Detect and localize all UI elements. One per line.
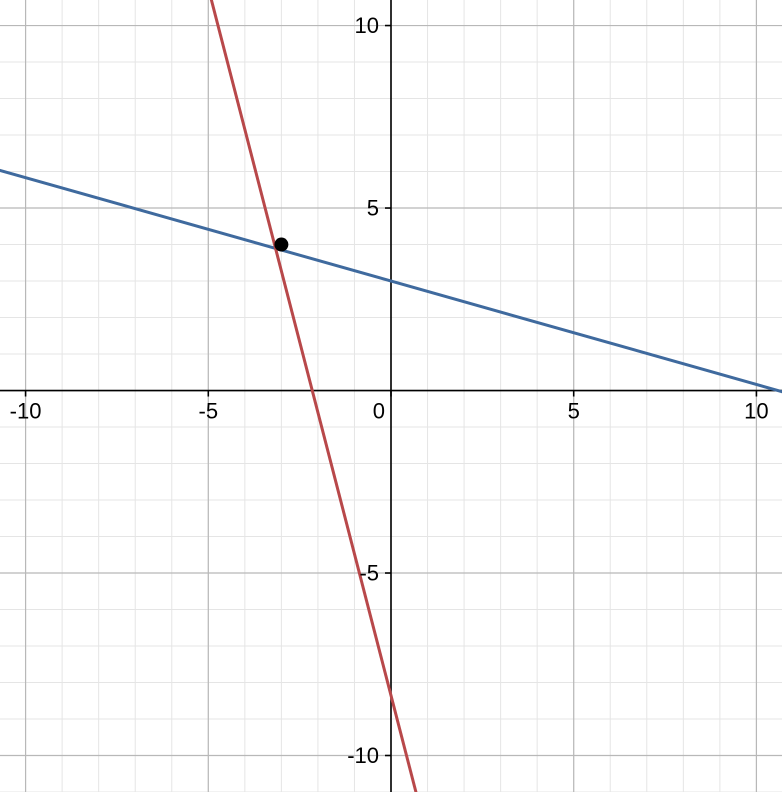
y-tick-label: -10 — [347, 743, 379, 768]
x-tick-label: 10 — [744, 399, 768, 424]
y-tick-label: -5 — [359, 561, 379, 586]
x-tick-label: 0 — [373, 399, 385, 424]
x-tick-label: -10 — [10, 399, 42, 424]
y-tick-label: 10 — [355, 13, 379, 38]
coordinate-plane-chart: -10 -5 0 5 10 -10 -5 5 10 — [0, 0, 782, 792]
x-tick-label: 5 — [568, 399, 580, 424]
chart-svg: -10 -5 0 5 10 -10 -5 5 10 — [0, 0, 782, 792]
y-tick-label: 5 — [367, 196, 379, 221]
x-tick-label: -5 — [199, 399, 219, 424]
intersection-point — [274, 238, 288, 252]
